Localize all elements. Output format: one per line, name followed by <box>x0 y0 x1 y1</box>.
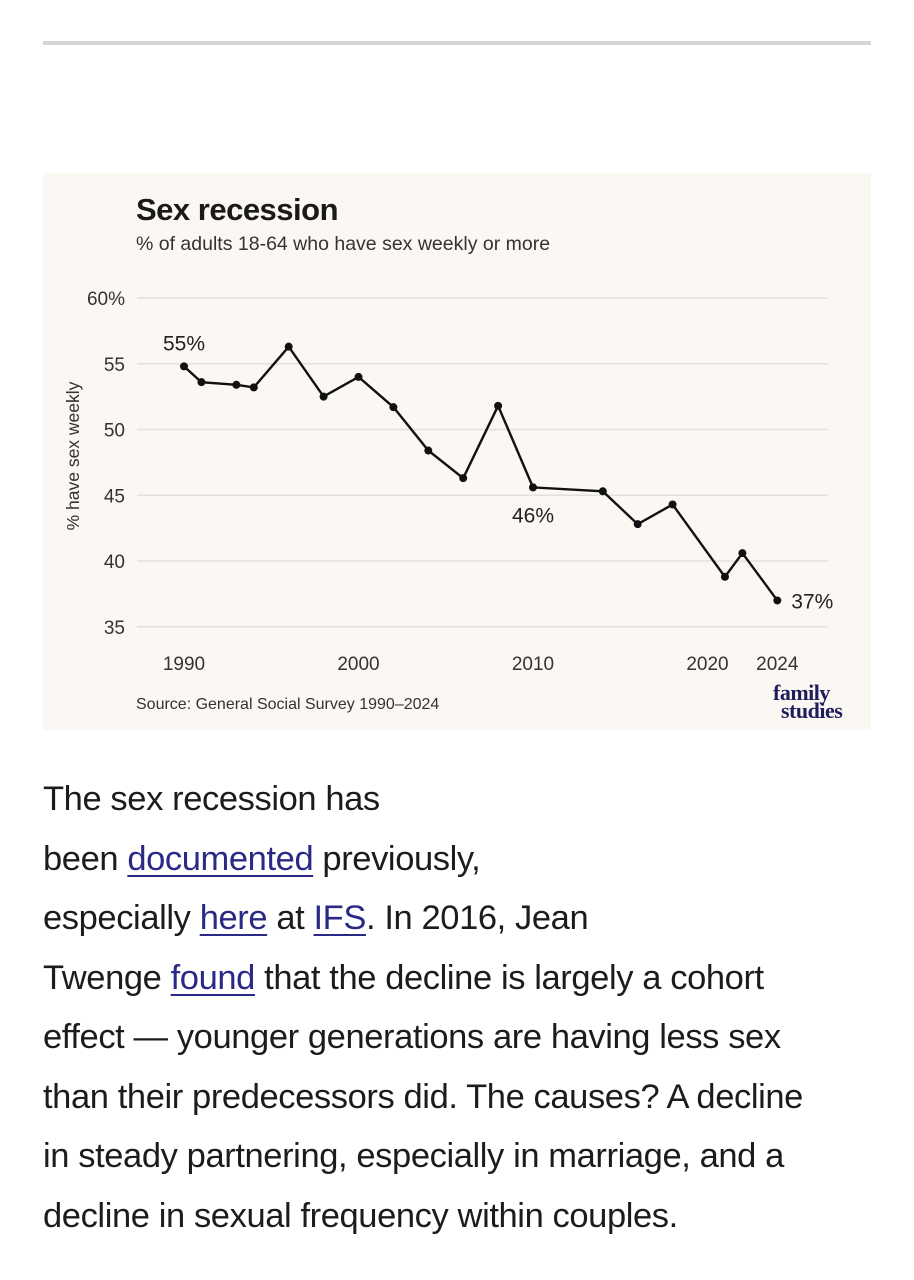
svg-text:studies: studies <box>781 698 843 723</box>
data-point <box>232 380 241 389</box>
article-text: at <box>267 899 314 937</box>
y-axis-label: % have sex weekly <box>63 381 83 530</box>
article-line: in steady partnering, especially in marr… <box>43 1127 883 1187</box>
article-text: that the decline is largely a cohort <box>254 958 764 997</box>
y-tick-label: 50 <box>104 421 125 442</box>
x-tick-label: 1990 <box>163 654 205 675</box>
y-tick-label: 55 <box>104 355 125 376</box>
chart-subtitle: % of adults 18-64 who have sex weekly or… <box>136 233 550 255</box>
link-documented[interactable]: documented <box>127 839 314 878</box>
data-point <box>529 483 537 492</box>
data-point <box>319 392 328 401</box>
data-point <box>598 487 607 496</box>
data-point <box>720 572 729 581</box>
x-tick-label: 2000 <box>337 654 379 675</box>
data-point <box>668 500 677 509</box>
article-paragraph: The sex recession has been documented pre… <box>43 770 883 1246</box>
data-point <box>354 372 363 381</box>
article-text: especially <box>43 899 200 937</box>
article-line: effect — younger generations are having … <box>43 1008 883 1068</box>
data-point <box>494 401 503 410</box>
article-text: been <box>43 839 128 878</box>
data-point <box>389 403 398 412</box>
x-tick-label: 2024 <box>756 654 799 675</box>
article-text: in steady partnering, especially in marr… <box>43 1137 784 1175</box>
data-point <box>459 474 468 483</box>
data-point <box>249 383 258 392</box>
article-line: Twenge found that the decline is largely… <box>43 949 883 1009</box>
article-text: effect — younger generations are having … <box>43 1018 781 1056</box>
series-line <box>183 344 779 602</box>
article-text: The sex recession has <box>43 780 380 818</box>
sex-recession-chart: Sex recession % of adults 18-64 who have… <box>63 192 844 723</box>
article-text: decline in sexual frequency within coupl… <box>43 1196 678 1235</box>
article-text: Twenge <box>43 958 171 997</box>
article-text: . In 2016, Jean <box>365 899 589 937</box>
data-point <box>773 596 782 605</box>
data-point <box>424 446 433 455</box>
data-point <box>284 342 293 351</box>
article-line: than their predecessors did. The causes?… <box>43 1068 883 1128</box>
chart-card: Sex recession % of adults 18-64 who have… <box>43 173 871 730</box>
article-line: especially here at IFS. In 2016, Jean <box>43 889 883 949</box>
data-label: 46% <box>512 504 554 527</box>
y-tick-label: 40 <box>104 552 125 573</box>
svg-text:family: family <box>773 680 830 705</box>
data-label: 55% <box>163 332 205 355</box>
data-point <box>180 362 188 371</box>
article-line: decline in sexual frequency within coupl… <box>43 1187 883 1247</box>
data-label: 37% <box>791 590 833 613</box>
data-point <box>197 378 206 387</box>
chart-title: Sex recession <box>136 192 338 227</box>
x-tick-label: 2020 <box>686 654 728 675</box>
article-line: been documented previously, <box>43 830 883 890</box>
family-studies-logo: family studies <box>773 680 844 723</box>
y-tick-label: 60% <box>87 289 125 310</box>
y-tick-label: 35 <box>104 618 125 639</box>
y-tick-label: 45 <box>104 486 125 507</box>
article-line: The sex recession has <box>43 770 883 830</box>
link-here[interactable]: here <box>199 899 268 937</box>
article-text: previously, <box>313 839 481 878</box>
data-point <box>633 520 642 529</box>
x-tick-label: 2010 <box>512 654 554 675</box>
link-ifs[interactable]: IFS <box>313 899 366 937</box>
top-divider <box>43 41 871 45</box>
article-text: than their predecessors did. The causes?… <box>43 1077 803 1116</box>
link-found[interactable]: found <box>170 958 256 997</box>
data-point <box>738 549 747 558</box>
chart-source: Source: General Social Survey 1990–2024 <box>136 696 439 713</box>
